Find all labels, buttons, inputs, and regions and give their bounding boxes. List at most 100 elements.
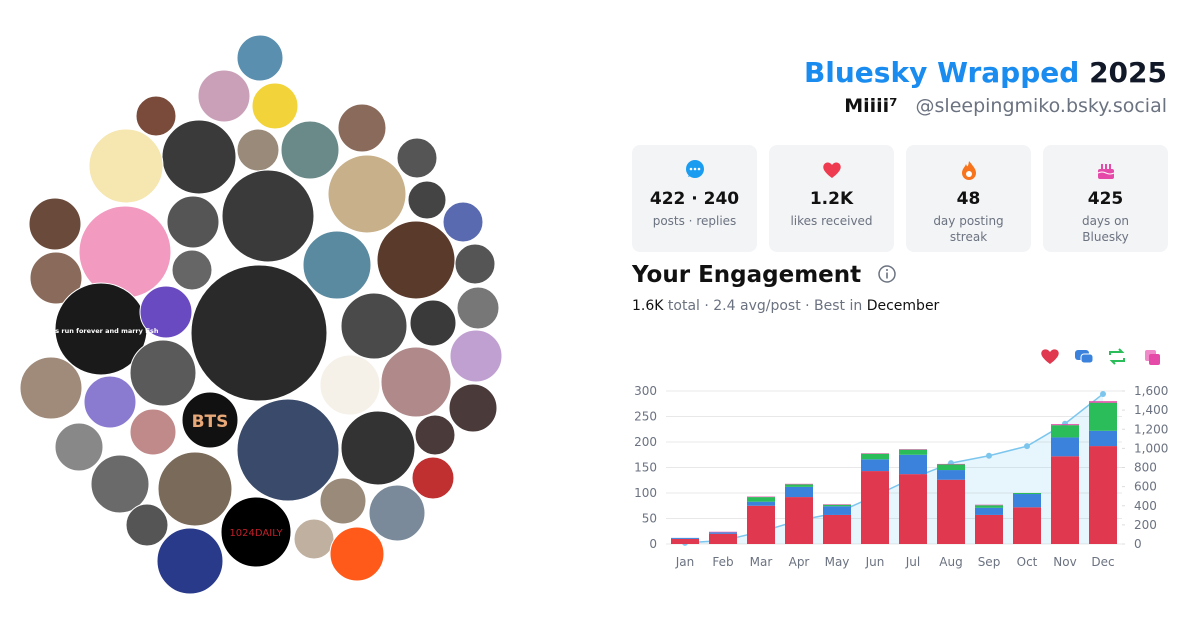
icon (1097, 164, 1114, 179)
stat-label: day posting streak (933, 214, 1004, 244)
summary: 1.6K total · 2.4 avg/post · Best in Dece… (632, 298, 939, 314)
info-icon[interactable] (877, 264, 897, 284)
bar-segment (1051, 456, 1079, 544)
bar-segment (937, 479, 965, 544)
avatar[interactable] (407, 180, 447, 220)
avatar[interactable] (302, 230, 372, 300)
avatar[interactable] (90, 454, 150, 514)
x-tick-label: Nov (1053, 555, 1076, 569)
x-tick-label: Jul (905, 555, 920, 569)
bar-segment (747, 505, 775, 544)
avatar[interactable] (139, 285, 193, 339)
avatar[interactable] (19, 356, 83, 420)
icon (685, 160, 704, 178)
x-tick-label: Sep (978, 555, 1001, 569)
avatar[interactable] (197, 69, 251, 123)
summary-text: total · 2.4 avg/post · Best in (667, 298, 863, 314)
legend-icon[interactable] (1041, 349, 1059, 364)
avatar[interactable] (448, 383, 498, 433)
avatar[interactable] (327, 154, 407, 234)
avatar[interactable] (29, 251, 83, 305)
avatar[interactable] (380, 346, 452, 418)
avatar-text: let's run forever and marry fish (44, 327, 159, 335)
avatar[interactable] (319, 477, 367, 525)
stat-card: 1.2K likes received (769, 145, 894, 252)
bar-segment (747, 501, 775, 506)
bar-segment (1013, 507, 1041, 544)
avatar[interactable] (135, 95, 177, 137)
x-tick-label: Dec (1091, 555, 1114, 569)
x-tick-label: Aug (939, 555, 962, 569)
avatar-cluster: let's run forever and marry fish BTS 1024D… (19, 34, 503, 595)
x-tick-label: Jun (865, 555, 885, 569)
bar-segment (785, 484, 813, 487)
avatar[interactable] (221, 169, 315, 263)
avatar[interactable] (396, 137, 438, 179)
legend-icon[interactable] (1145, 350, 1160, 365)
avatar[interactable] (340, 292, 408, 360)
avatar[interactable] (376, 220, 456, 300)
summary-total: 1.6K (632, 298, 664, 314)
title-text: Bluesky Wrapped (803, 56, 1080, 89)
y2-tick-label: 1,200 (1134, 422, 1168, 436)
avatar[interactable] (156, 527, 224, 595)
avatar[interactable] (181, 391, 239, 449)
avatar[interactable] (83, 375, 137, 429)
y2-tick-label: 1,600 (1134, 384, 1168, 398)
avatar[interactable] (337, 103, 387, 153)
bar-segment (937, 463, 965, 465)
bar-segment (861, 471, 889, 544)
y2-tick-label: 600 (1134, 480, 1157, 494)
avatar-text: 1024DAILY (229, 528, 283, 539)
avatar[interactable] (166, 195, 220, 249)
avatar[interactable] (329, 526, 385, 582)
avatar[interactable] (442, 201, 484, 243)
avatar[interactable] (161, 119, 237, 195)
avatar[interactable] (220, 496, 292, 568)
icon (822, 162, 841, 178)
avatar[interactable] (340, 410, 416, 486)
bar-segment (899, 449, 927, 455)
avatar[interactable] (129, 339, 197, 407)
avatar[interactable] (454, 243, 496, 285)
avatar[interactable] (251, 82, 299, 130)
avatar[interactable] (157, 451, 233, 527)
x-tick-label: Mar (750, 555, 773, 569)
y-tick-label: 300 (634, 384, 657, 398)
avatar-text: BTS (192, 412, 229, 432)
avatar[interactable] (456, 286, 500, 330)
legend-icon[interactable] (1075, 350, 1094, 364)
avatar[interactable] (236, 34, 284, 82)
avatar[interactable] (449, 329, 503, 383)
avatar[interactable] (54, 422, 104, 472)
bar-segment (1089, 401, 1117, 403)
x-tick-label: Oct (1017, 555, 1038, 569)
section-title: Your Engagement (632, 262, 897, 288)
avatar[interactable] (236, 398, 340, 502)
avatar[interactable] (129, 408, 177, 456)
avatar[interactable] (125, 503, 169, 547)
avatar[interactable] (236, 128, 280, 172)
avatar[interactable] (280, 120, 340, 180)
bar-segment (899, 474, 927, 544)
avatar[interactable] (28, 197, 82, 251)
bar-segment (671, 537, 699, 539)
avatar[interactable] (409, 299, 457, 347)
cumulative-point (1024, 443, 1030, 450)
y2-tick-label: 400 (1134, 499, 1157, 513)
avatar[interactable] (414, 414, 456, 456)
avatar[interactable] (368, 484, 426, 542)
legend-icon[interactable] (1109, 348, 1125, 365)
avatar[interactable] (171, 249, 213, 291)
y-tick-label: 0 (649, 537, 657, 551)
avatar[interactable] (88, 128, 164, 204)
y2-tick-label: 200 (1134, 518, 1157, 532)
avatar[interactable] (190, 264, 328, 402)
avatar[interactable] (319, 354, 381, 416)
avatar[interactable] (293, 518, 335, 560)
title-year: 2025 (1089, 56, 1167, 89)
avatar[interactable] (411, 456, 455, 500)
bar-segment (709, 531, 737, 533)
stat-value: 422 · 240 (649, 189, 740, 209)
